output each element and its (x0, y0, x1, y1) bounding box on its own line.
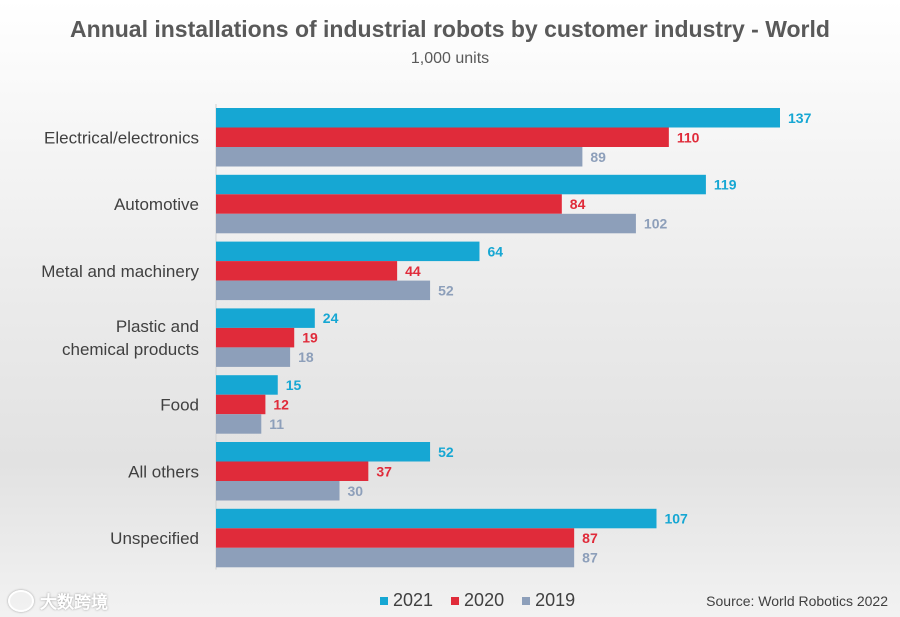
data-label-unspecified-2019: 87 (582, 550, 598, 566)
category-label-plastic-and-chemical-products: chemical products (62, 340, 199, 359)
bar-metal-and-machinery-2021 (216, 241, 480, 262)
bar-automotive-2021 (216, 174, 706, 195)
bar-automotive-2019 (216, 213, 636, 234)
data-label-food-2019: 11 (269, 416, 284, 432)
data-label-electrical-electronics-2020: 110 (677, 129, 700, 145)
data-label-plastic-and-chemical-products-2019: 18 (298, 349, 314, 365)
legend-swatch-2021 (380, 596, 388, 605)
bar-all-others-2019 (216, 481, 340, 501)
legend-item-2021: 2021 (380, 590, 433, 611)
data-label-electrical-electronics-2019: 89 (590, 149, 606, 165)
bar-unspecified-2019 (216, 547, 575, 568)
watermark-text: 大数跨境 (40, 593, 108, 612)
data-label-automotive-2020: 84 (570, 196, 586, 212)
data-label-all-others-2020: 37 (376, 463, 392, 479)
category-label-metal-and-machinery: Metal and machinery (41, 262, 199, 281)
bar-electrical-electronics-2020 (216, 127, 669, 147)
legend: 2021 2020 2019 (380, 590, 575, 611)
bar-metal-and-machinery-2019 (216, 280, 431, 301)
category-label-plastic-and-chemical-products: Plastic and (116, 317, 199, 336)
legend-label-2019: 2019 (535, 590, 576, 610)
legend-swatch-2019 (522, 596, 531, 605)
data-label-electrical-electronics-2021: 137 (788, 110, 812, 126)
data-label-food-2021: 15 (286, 377, 302, 393)
legend-item-2019: 2019 (522, 590, 575, 611)
watermark: 大数跨境 (8, 588, 108, 613)
data-label-all-others-2019: 30 (348, 483, 364, 499)
legend-label-2021: 2021 (393, 590, 434, 610)
data-label-all-others-2021: 52 (438, 444, 454, 460)
category-label-automotive: Automotive (114, 195, 199, 214)
category-label-food: Food (160, 395, 199, 414)
legend-label-2020: 2020 (464, 590, 505, 610)
data-label-unspecified-2020: 87 (582, 530, 598, 546)
watermark-logo-icon (8, 589, 34, 612)
chart-title: Annual installations of industrial robot… (70, 16, 830, 42)
chart-subtitle: 1,000 units (410, 50, 490, 67)
data-label-metal-and-machinery-2019: 52 (438, 282, 454, 298)
data-label-unspecified-2021: 107 (664, 511, 688, 527)
data-label-plastic-and-chemical-products-2020: 19 (302, 330, 318, 346)
data-label-food-2020: 12 (273, 396, 289, 412)
legend-swatch-2020 (451, 596, 460, 605)
bar-food-2021 (216, 375, 278, 395)
bar-plastic-and-chemical-products-2019 (216, 347, 291, 367)
bar-all-others-2021 (216, 442, 431, 462)
bar-automotive-2020 (216, 194, 562, 214)
bar-metal-and-machinery-2020 (216, 261, 398, 281)
bar-electrical-electronics-2019 (216, 147, 583, 167)
data-label-metal-and-machinery-2021: 64 (487, 243, 503, 259)
bar-food-2020 (216, 394, 266, 415)
data-label-automotive-2019: 102 (644, 216, 668, 232)
legend-item-2020: 2020 (451, 590, 504, 611)
bar-plastic-and-chemical-products-2021 (216, 308, 315, 328)
bar-unspecified-2020 (216, 528, 575, 548)
bar-electrical-electronics-2021 (216, 108, 780, 128)
category-label-electrical-electronics: Electrical/electronics (44, 128, 199, 147)
bar-unspecified-2021 (216, 508, 657, 529)
data-label-plastic-and-chemical-products-2021: 24 (323, 310, 339, 326)
category-label-all-others: All others (128, 462, 199, 481)
bar-plastic-and-chemical-products-2020 (216, 327, 295, 348)
data-label-metal-and-machinery-2020: 44 (405, 263, 421, 279)
category-label-unspecified: Unspecified (110, 529, 199, 548)
data-label-automotive-2021: 119 (714, 177, 737, 193)
bar-all-others-2020 (216, 461, 369, 481)
source-note: Source: World Robotics 2022 (706, 593, 888, 609)
bar-food-2019 (216, 414, 262, 434)
